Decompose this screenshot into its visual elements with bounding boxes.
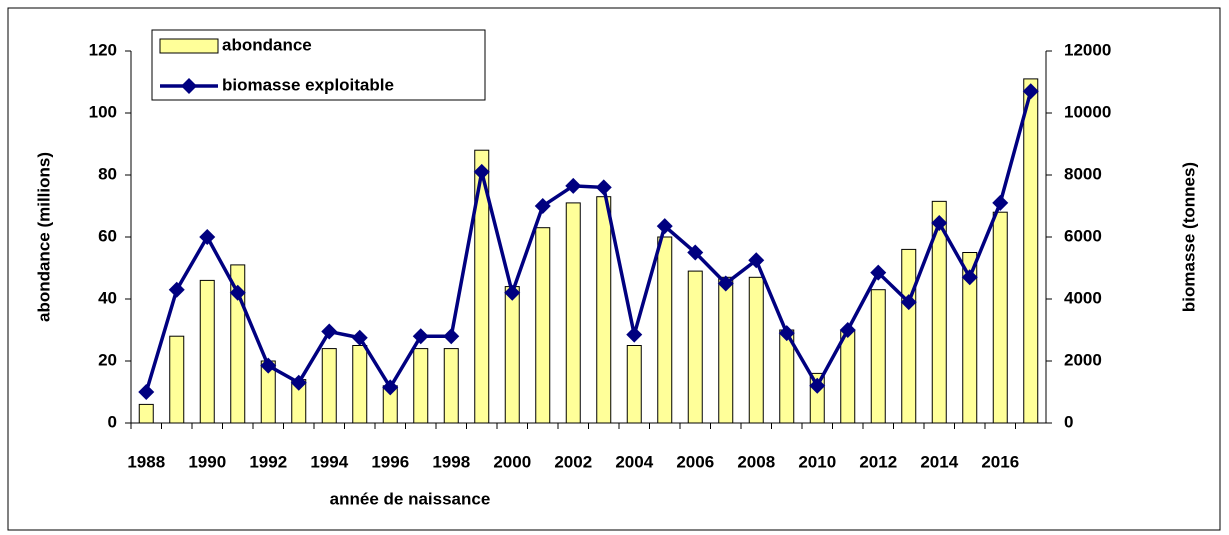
bar <box>474 149 490 424</box>
bar <box>992 211 1008 424</box>
y2-tick-label: 12000 <box>1064 40 1111 59</box>
marker <box>534 198 551 214</box>
marker <box>168 281 185 298</box>
marker <box>412 328 429 345</box>
y2-tick-label: 0 <box>1064 412 1073 431</box>
bar <box>840 329 856 424</box>
y-tick-label: 60 <box>98 226 117 245</box>
x-tick-label: 1998 <box>432 452 470 471</box>
bar <box>1023 78 1039 424</box>
x-tick-label: 2014 <box>920 452 958 471</box>
bar <box>169 335 185 424</box>
bar <box>657 236 673 424</box>
x-tick-label: 2002 <box>554 452 592 471</box>
marker <box>839 322 856 338</box>
marker <box>382 379 399 396</box>
y2-tick-label: 10000 <box>1064 102 1111 121</box>
marker <box>473 163 490 180</box>
bar <box>504 286 520 424</box>
bar <box>687 270 703 424</box>
marker <box>138 384 155 400</box>
marker <box>504 284 521 301</box>
x-tick-label: 1996 <box>371 452 409 471</box>
marker <box>290 374 307 391</box>
bar <box>626 345 642 424</box>
y2-tick-label: 8000 <box>1064 164 1102 183</box>
bar <box>901 248 917 424</box>
marker <box>656 218 673 235</box>
bar <box>535 227 551 424</box>
x-tick-label: 2000 <box>493 452 531 471</box>
x-axis-title: année de naissance <box>330 489 491 508</box>
marker <box>595 179 612 196</box>
x-tick-label: 1994 <box>310 452 348 471</box>
marker <box>351 329 368 346</box>
bar <box>138 403 154 424</box>
marker <box>260 357 277 374</box>
marker <box>931 215 948 232</box>
x-tick-label: 2016 <box>981 452 1019 471</box>
x-tick-label: 1990 <box>188 452 226 471</box>
marker <box>1022 83 1039 100</box>
marker <box>199 229 216 245</box>
y-axis-title: abondance (millions) <box>34 152 53 322</box>
y2-tick-label: 6000 <box>1064 226 1102 245</box>
bar <box>596 196 612 424</box>
y-tick-label: 0 <box>108 412 117 431</box>
x-tick-label: 2008 <box>737 452 775 471</box>
bar <box>962 252 978 424</box>
marker <box>900 294 917 311</box>
y-tick-label: 40 <box>98 288 117 307</box>
marker <box>992 194 1009 211</box>
legend-label: abondance <box>222 35 312 54</box>
y-tick-label: 20 <box>98 350 117 369</box>
bar <box>443 348 459 424</box>
y2-axis-title: biomasse (tonnes) <box>1179 162 1198 312</box>
bar <box>870 289 886 424</box>
x-tick-label: 1992 <box>249 452 287 471</box>
legend-label: biomasse exploitable <box>222 75 394 94</box>
bar <box>718 276 734 424</box>
x-tick-label: 1988 <box>127 452 165 471</box>
marker <box>229 284 246 301</box>
bar <box>352 345 368 424</box>
marker <box>748 252 765 269</box>
legend-swatch <box>159 38 219 54</box>
y2-tick-label: 4000 <box>1064 288 1102 307</box>
marker <box>778 325 795 342</box>
y-tick-label: 80 <box>98 164 117 183</box>
marker <box>870 264 887 281</box>
marker <box>809 377 826 394</box>
x-tick-label: 2004 <box>615 452 653 471</box>
marker <box>961 269 978 286</box>
bar <box>199 279 215 424</box>
bar <box>931 200 947 424</box>
marker <box>717 275 734 292</box>
bar <box>565 202 581 424</box>
marker <box>687 244 704 261</box>
x-tick-label: 2006 <box>676 452 714 471</box>
x-tick-label: 2012 <box>859 452 897 471</box>
y-tick-label: 100 <box>89 102 117 121</box>
marker <box>565 177 582 194</box>
bar <box>413 348 429 424</box>
legend-marker <box>181 78 197 94</box>
marker <box>443 328 460 345</box>
y-tick-label: 120 <box>89 40 117 59</box>
y2-tick-label: 2000 <box>1064 350 1102 369</box>
bar <box>321 348 337 424</box>
x-tick-label: 2010 <box>798 452 836 471</box>
bar <box>748 276 764 424</box>
marker <box>626 326 643 343</box>
marker <box>321 323 338 340</box>
